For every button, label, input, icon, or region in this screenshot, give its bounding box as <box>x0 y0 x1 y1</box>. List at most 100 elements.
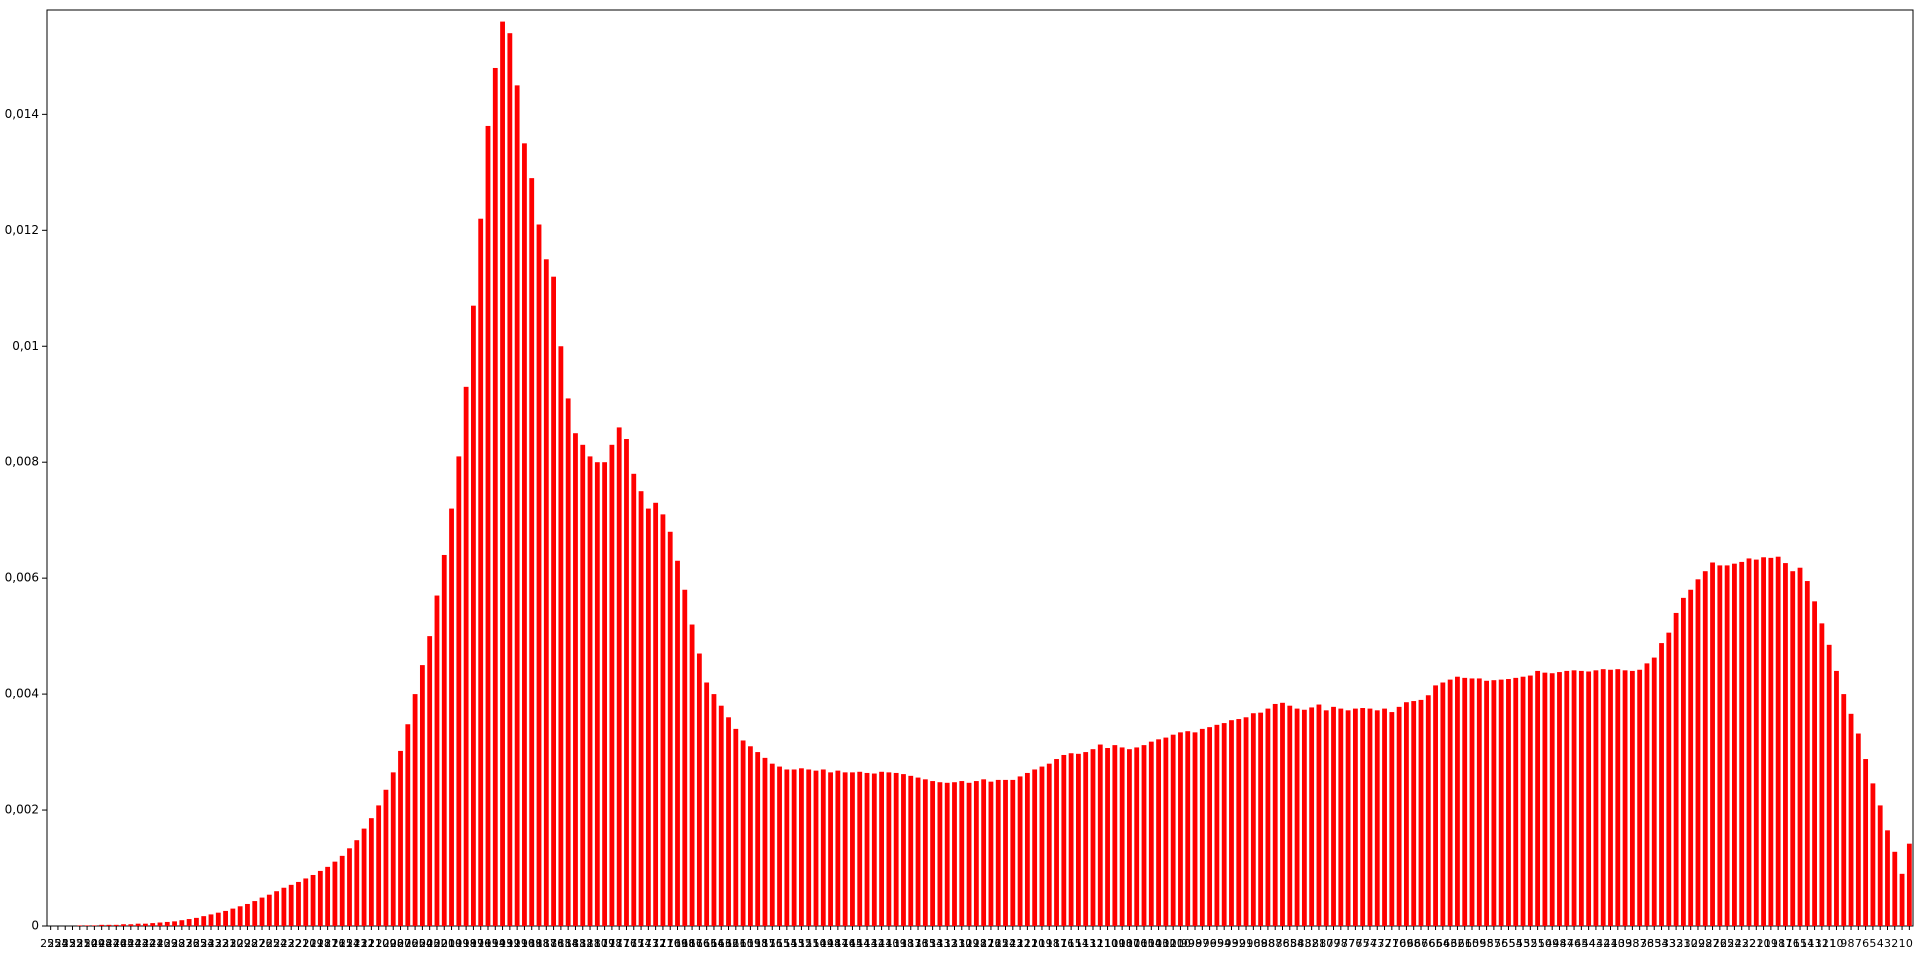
x-tick-label: 41 <box>1604 937 1618 950</box>
x-tick-label: 173 <box>638 937 659 950</box>
x-tick-label: 59 <box>1472 937 1486 950</box>
x-tick-label: 247 <box>98 937 119 950</box>
bar <box>1571 670 1577 926</box>
x-tick-label: 101 <box>1163 937 1184 950</box>
bar <box>303 878 309 926</box>
bar <box>565 398 571 926</box>
x-tick-label: 54 <box>1509 937 1523 950</box>
bar <box>325 866 331 926</box>
x-tick-label: 239 <box>157 937 178 950</box>
bar <box>1214 724 1220 926</box>
x-tick-label: 30 <box>1684 937 1698 950</box>
x-tick-label: 144 <box>849 937 870 950</box>
bar <box>638 491 644 926</box>
bar <box>128 924 134 926</box>
bar <box>602 462 608 926</box>
bar <box>1425 695 1431 926</box>
bar <box>135 923 141 926</box>
x-tick-label: 33 <box>1662 937 1676 950</box>
bar <box>1557 672 1562 926</box>
x-tick-label: 55 <box>1501 937 1515 950</box>
bar <box>995 779 1001 926</box>
x-tick-label: 156 <box>762 937 783 950</box>
x-tick-label: 133 <box>929 937 950 950</box>
x-tick-label: 104 <box>1141 937 1162 950</box>
x-tick-label: 8 <box>1848 937 1855 950</box>
x-tick-label: 146 <box>835 937 856 950</box>
x-tick-label: 67 <box>1414 937 1428 950</box>
bar <box>784 769 790 926</box>
x-tick-label: 113 <box>1075 937 1096 950</box>
bar <box>1892 851 1898 926</box>
bar <box>266 894 272 926</box>
bar <box>609 444 615 926</box>
x-tick-label: 179 <box>594 937 615 950</box>
x-tick-label: 242 <box>135 937 156 950</box>
x-tick-label: 45 <box>1574 937 1588 950</box>
x-tick-label: 15 <box>1793 937 1807 950</box>
bar <box>667 531 673 926</box>
x-tick-label: 195 <box>477 937 498 950</box>
bar <box>1673 612 1679 926</box>
x-tick-label: 188 <box>529 937 550 950</box>
bar <box>1345 710 1351 926</box>
bar <box>1841 694 1847 926</box>
x-tick-label: 151 <box>798 937 819 950</box>
bar <box>339 855 345 926</box>
x-tick-label: 246 <box>106 937 127 950</box>
x-tick-label: 238 <box>164 937 185 950</box>
bar <box>1221 723 1227 926</box>
x-tick-label: 148 <box>820 937 841 950</box>
bar <box>850 772 855 926</box>
x-tick-label: 63 <box>1443 937 1457 950</box>
x-tick-label: 159 <box>740 937 761 950</box>
x-tick-label: 204 <box>412 937 433 950</box>
x-tick-label: 69 <box>1399 937 1413 950</box>
x-tick-label: 26 <box>1713 937 1727 950</box>
bar <box>653 502 659 926</box>
bar <box>361 828 367 926</box>
bar <box>471 305 476 926</box>
x-tick-label: 32 <box>1669 937 1683 950</box>
x-tick-label: 147 <box>827 937 848 950</box>
bar <box>288 884 294 926</box>
bar <box>966 782 972 926</box>
bar <box>1352 708 1358 926</box>
bar <box>1170 734 1176 926</box>
bar <box>835 770 841 926</box>
x-tick-label: 107 <box>1119 937 1140 950</box>
x-tick-label: 35 <box>1647 937 1661 950</box>
bar <box>645 508 651 926</box>
bar <box>1877 805 1883 926</box>
bar <box>1746 558 1752 926</box>
bar <box>1586 671 1592 926</box>
bar <box>1455 676 1460 926</box>
x-tick-label: 198 <box>456 937 477 950</box>
x-tick-label: 73 <box>1370 937 1384 950</box>
bar <box>1498 679 1504 926</box>
x-tick-label: 96 <box>1203 937 1217 950</box>
x-tick-label: 174 <box>631 937 652 950</box>
x-tick-label: 40 <box>1611 937 1625 950</box>
bar <box>1644 663 1650 926</box>
x-tick-label: 127 <box>973 937 994 950</box>
bar <box>1855 733 1861 926</box>
bar <box>908 775 914 926</box>
x-tick-label: 31 <box>1676 937 1690 950</box>
x-tick-label: 185 <box>550 937 571 950</box>
x-tick-label: 64 <box>1436 937 1450 950</box>
bar <box>223 910 228 926</box>
x-tick-label: 125 <box>988 937 1009 950</box>
x-tick-label: 74 <box>1363 937 1377 950</box>
bar <box>1834 670 1839 926</box>
bar <box>1338 708 1344 926</box>
x-tick-label: 84 <box>1290 937 1304 950</box>
bar <box>959 781 965 926</box>
bar <box>1702 571 1708 926</box>
bar <box>91 925 97 926</box>
bar <box>522 143 527 926</box>
x-tick-label: 128 <box>966 937 987 950</box>
bar <box>1761 557 1766 926</box>
bar <box>558 346 564 926</box>
bar <box>675 560 680 926</box>
